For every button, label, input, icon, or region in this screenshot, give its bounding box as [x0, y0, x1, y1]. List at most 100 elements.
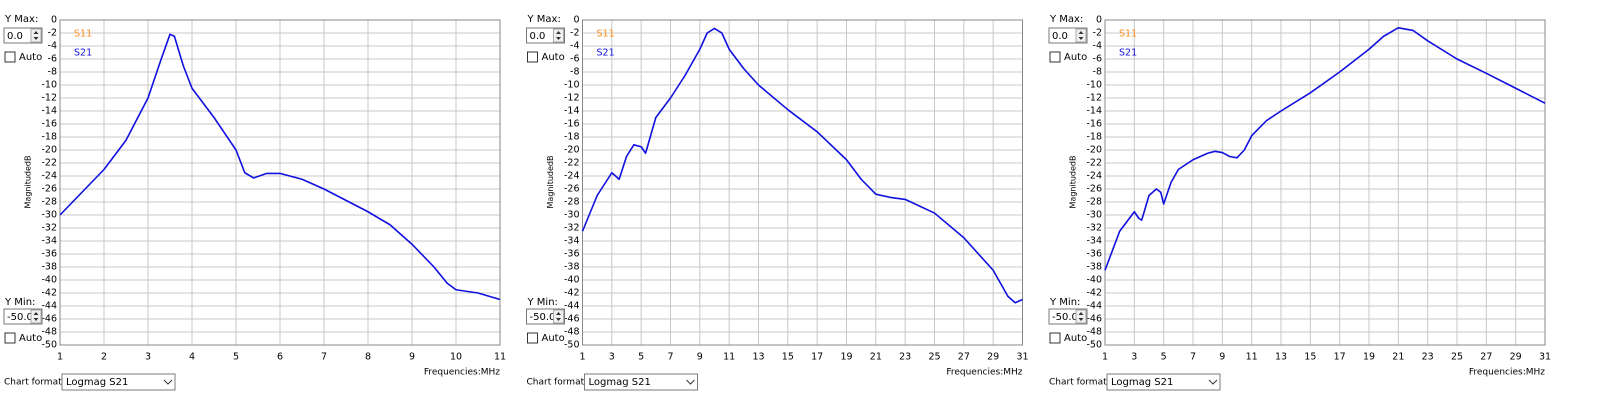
dropdown-arrow	[1208, 379, 1218, 385]
x-tick-label: 23	[1422, 352, 1434, 363]
y-tick-label: -28	[564, 197, 580, 208]
panel: 0 -2 -4 -6 -8 -10 -12 -14 -16 -18 -20 -22 -24 -26 -28 -…	[526, 14, 1029, 391]
x-tick-label: 3	[1131, 352, 1137, 363]
x-tick-label: 21	[1392, 352, 1404, 363]
series-line	[59, 33, 501, 301]
y-tick-label: -40	[41, 275, 57, 286]
x-tick-label: 15	[782, 352, 794, 363]
x-tick-label: 9	[697, 352, 703, 363]
y-tick-label: 0	[51, 15, 57, 26]
legend-entry: S11	[1119, 29, 1137, 40]
x-tick-label: 31	[1016, 352, 1028, 363]
y-tick-label: -22	[1086, 158, 1102, 169]
spin-button[interactable]	[553, 309, 564, 324]
y-tick-label: -48	[564, 327, 580, 338]
y-tick-label: -36	[1086, 249, 1102, 260]
y-tick-label: -36	[41, 249, 57, 260]
y-tick-label: -22	[41, 158, 57, 169]
x-tick-label: 1	[579, 352, 585, 363]
checkbox[interactable]	[527, 51, 538, 63]
y-tick-label: -14	[1086, 106, 1102, 117]
y-max-input-value: 0.0	[7, 31, 23, 42]
x-tick-label: 5	[1161, 352, 1167, 363]
y-tick-label: -2	[570, 28, 579, 39]
checkbox-label: Auto	[542, 52, 565, 63]
x-tick-label: 25	[1451, 352, 1463, 363]
y-tick-label: -26	[1086, 184, 1102, 195]
checkbox-label: Auto	[542, 333, 565, 344]
spin-button[interactable]	[553, 28, 564, 43]
y-tick-label: -8	[48, 67, 57, 78]
format-value: Logmag S21	[66, 377, 128, 388]
legend-entry: S21	[74, 48, 92, 59]
legend-entry: S21	[597, 48, 615, 59]
y-tick-label: -30	[41, 210, 57, 221]
x-tick-label: 13	[1275, 352, 1287, 363]
y-tick-label: -24	[41, 171, 57, 182]
y-tick-label: -16	[1086, 119, 1102, 130]
checkbox[interactable]	[1049, 51, 1061, 63]
x-tick-label: 4	[189, 352, 195, 363]
checkbox[interactable]	[1049, 332, 1061, 344]
y-tick-label: -14	[564, 106, 580, 117]
x-tick-label: 21	[870, 352, 882, 363]
spin-button[interactable]	[1075, 309, 1087, 324]
y-tick-label: -6	[570, 54, 579, 65]
plot-border	[59, 19, 501, 346]
y-tick-label: -8	[570, 67, 579, 78]
x-tick-label: 17	[1334, 352, 1346, 363]
y-tick-label: -12	[41, 93, 57, 104]
spin-arrows	[33, 31, 39, 40]
x-tick-label: 9	[1219, 352, 1225, 363]
format-value: Logmag S21	[1111, 377, 1173, 388]
y-min-label: Y Min:	[1049, 297, 1080, 308]
x-tick-label: 7	[1190, 352, 1196, 363]
y-tick-label: -4	[1093, 41, 1102, 52]
x-tick-label: 11	[723, 352, 735, 363]
y-tick-label: -18	[41, 132, 57, 143]
y-tick-label: -42	[1086, 288, 1102, 299]
y-tick-label: -40	[1086, 275, 1102, 286]
format-dropdown[interactable]	[1106, 373, 1221, 391]
y-tick-label: -20	[1086, 145, 1102, 156]
spin-button[interactable]	[1075, 28, 1087, 43]
x-tick-label: 27	[958, 352, 970, 363]
checkbox[interactable]	[527, 332, 538, 344]
y-tick-label: -40	[564, 275, 580, 286]
format-dropdown[interactable]	[584, 373, 698, 391]
y-tick-label: -38	[564, 262, 580, 273]
x-tick-label: 29	[987, 352, 999, 363]
y-min-label: Y Min:	[4, 297, 35, 308]
y-tick-label: 0	[573, 15, 579, 26]
y-tick-label: -2	[48, 28, 57, 39]
x-tick-label: 2	[101, 352, 107, 363]
x-tick-label: 7	[321, 352, 327, 363]
y-tick-label: -16	[41, 119, 57, 130]
format-dropdown[interactable]	[61, 373, 176, 391]
legend-entry: S11	[74, 29, 92, 40]
y-min-label: Y Min:	[527, 297, 558, 308]
y-tick-label: -24	[564, 171, 580, 182]
y-tick-label: -32	[1086, 223, 1102, 234]
legend-entry: S11	[597, 29, 615, 40]
x-axis-label: Frequencies:MHz	[946, 368, 1022, 378]
y-tick-label: -20	[564, 145, 580, 156]
y-tick-label: -44	[1086, 301, 1102, 312]
plot-border	[1104, 19, 1546, 346]
y-tick-label: -44	[41, 301, 57, 312]
y-tick-label: -6	[1093, 54, 1102, 65]
checkbox[interactable]	[4, 51, 16, 63]
x-tick-label: 1	[57, 352, 63, 363]
spin-button[interactable]	[30, 28, 42, 43]
y-tick-label: -24	[1086, 171, 1102, 182]
x-tick-label: 9	[409, 352, 415, 363]
spin-button[interactable]	[30, 309, 42, 324]
x-tick-label: 5	[233, 352, 239, 363]
panel: 0 -2 -4 -6 -8 -10 -12 -14 -16 -18 -20 -22 -24 -26 -28 -…	[3, 14, 506, 391]
y-tick-label: -26	[41, 184, 57, 195]
checkbox[interactable]	[4, 332, 16, 344]
y-tick-label: -48	[41, 327, 57, 338]
y-tick-label: -42	[564, 288, 580, 299]
y-tick-label: -14	[41, 106, 57, 117]
